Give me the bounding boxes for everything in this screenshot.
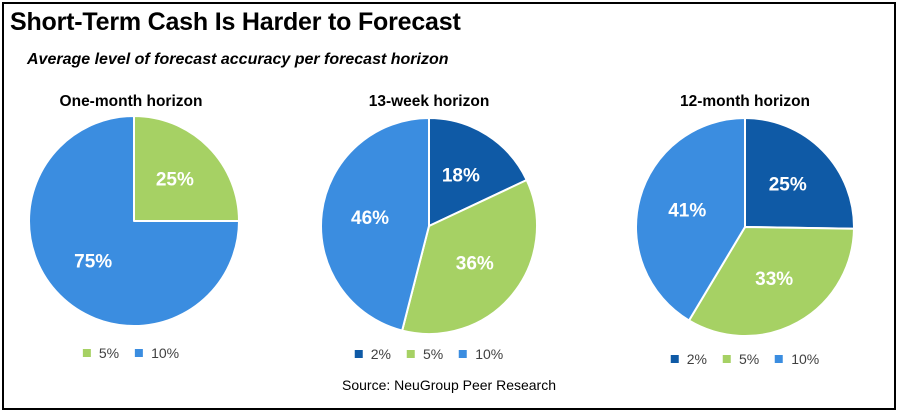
legend-13-week: 2% 5% 10% bbox=[354, 346, 503, 362]
legend-swatch bbox=[722, 355, 731, 363]
pie-data-label-5pct: 36% bbox=[456, 253, 494, 274]
legend-swatch bbox=[354, 350, 363, 358]
legend-item-2pct: 2% bbox=[670, 351, 707, 367]
legend-12-month: 2% 5% 10% bbox=[670, 351, 819, 367]
legend-swatch bbox=[406, 350, 415, 358]
legend-one-month: 5% 10% bbox=[82, 345, 179, 361]
legend-label: 5% bbox=[738, 351, 760, 367]
legend-item-10pct: 10% bbox=[135, 345, 179, 361]
legend-item-10pct: 10% bbox=[459, 346, 503, 362]
pie-data-label-10pct: 75% bbox=[74, 251, 112, 272]
legend-item-10pct: 10% bbox=[775, 351, 819, 367]
source-note: Source: NeuGroup Peer Research bbox=[342, 377, 556, 393]
legend-swatch bbox=[775, 355, 784, 363]
legend-label: 5% bbox=[98, 345, 120, 361]
legend-label: 5% bbox=[422, 346, 444, 362]
pie-slice-5pct bbox=[133, 115, 240, 222]
legend-item-5pct: 5% bbox=[722, 351, 760, 367]
pie-data-label-2pct: 18% bbox=[442, 165, 480, 186]
legend-label: 10% bbox=[151, 345, 180, 361]
pie-slice-10pct bbox=[320, 117, 430, 332]
pie-data-label-10pct: 41% bbox=[668, 201, 706, 222]
pie-slice-2pct bbox=[428, 117, 528, 227]
pie-slice-10pct bbox=[635, 117, 746, 322]
pie-data-label-5pct: 25% bbox=[156, 170, 194, 191]
legend-swatch bbox=[82, 349, 91, 357]
legend-label: 10% bbox=[475, 346, 504, 362]
chart-title: Short-Term Cash Is Harder to Forecast bbox=[10, 8, 461, 36]
legend-item-2pct: 2% bbox=[354, 346, 391, 362]
legend-label: 2% bbox=[686, 351, 707, 367]
legend-swatch bbox=[670, 355, 679, 363]
pie-data-label-5pct: 33% bbox=[755, 269, 793, 290]
chart-subtitle: Average level of forecast accuracy per f… bbox=[27, 51, 449, 68]
legend-label: 2% bbox=[370, 346, 391, 362]
legend-swatch bbox=[459, 350, 468, 358]
legend-item-5pct: 5% bbox=[406, 346, 444, 362]
pie-slice-2pct bbox=[744, 117, 855, 230]
pie-data-label-2pct: 25% bbox=[769, 174, 807, 195]
pie-slice-5pct bbox=[688, 226, 855, 337]
pie-title-12-month: 12-month horizon bbox=[679, 93, 811, 110]
legend-label: 10% bbox=[791, 351, 820, 367]
pie-data-label-10pct: 46% bbox=[351, 208, 389, 229]
pie-title-13-week: 13-week horizon bbox=[368, 93, 490, 110]
pie-slice-10pct bbox=[28, 115, 240, 327]
pie-title-one-month: One-month horizon bbox=[59, 93, 203, 110]
pie-slice-5pct bbox=[401, 179, 538, 335]
legend-item-5pct: 5% bbox=[82, 345, 120, 361]
legend-swatch bbox=[135, 349, 144, 357]
